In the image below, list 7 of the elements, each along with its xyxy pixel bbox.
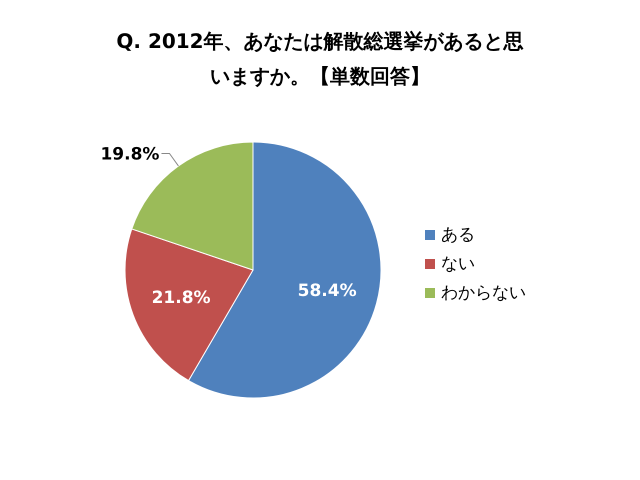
data-label: 19.8%	[100, 144, 160, 164]
data-label: 21.8%	[152, 288, 211, 308]
legend-label: ある	[441, 225, 475, 245]
chart-title: Q. 2012年、あなたは解散総選挙があると思いますか。【単数回答】	[115, 28, 525, 90]
data-label: 58.4%	[298, 281, 357, 302]
legend-label: ない	[441, 254, 475, 274]
legend-label: わからない	[441, 283, 526, 303]
